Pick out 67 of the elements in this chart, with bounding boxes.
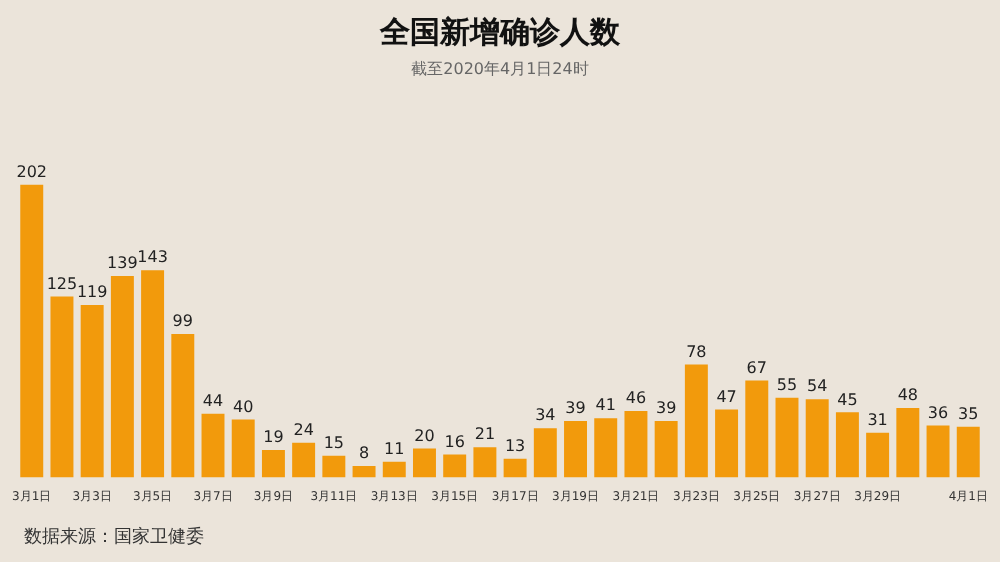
data-label: 20 <box>414 426 435 445</box>
bar <box>80 305 104 478</box>
bar <box>684 364 708 478</box>
data-label: 143 <box>137 248 168 267</box>
bar <box>594 418 618 478</box>
bar <box>20 184 44 478</box>
data-label: 40 <box>233 397 254 416</box>
bar <box>110 276 134 478</box>
data-label: 125 <box>46 274 78 293</box>
bar <box>382 461 406 478</box>
data-label: 78 <box>686 342 707 361</box>
data-label: 24 <box>293 420 314 439</box>
bar <box>775 397 799 478</box>
data-label: 21 <box>474 425 496 444</box>
bar <box>715 409 739 478</box>
data-label: 47 <box>716 387 737 406</box>
chart-subtitle: 截至2020年4月1日24时 <box>411 59 589 78</box>
chart-title: 全国新增确诊人数 <box>378 13 622 50</box>
data-label: 45 <box>837 390 858 409</box>
bar <box>926 425 950 478</box>
data-label: 41 <box>595 396 616 415</box>
data-label: 8 <box>358 444 370 463</box>
data-label: 48 <box>897 386 919 405</box>
data-label: 202 <box>16 162 48 181</box>
data-label: 46 <box>625 389 647 408</box>
bar <box>231 419 255 478</box>
bar <box>473 447 497 478</box>
bar <box>201 413 225 478</box>
data-label: 44 <box>202 391 224 410</box>
data-label: 54 <box>807 377 828 396</box>
data-label: 119 <box>76 283 108 302</box>
data-label: 35 <box>958 405 979 424</box>
data-label: 31 <box>867 410 888 429</box>
bar <box>141 270 165 478</box>
data-label: 39 <box>565 399 586 418</box>
data-label: 55 <box>776 376 798 395</box>
bar <box>443 454 467 478</box>
bar <box>171 334 195 478</box>
data-label: 11 <box>384 439 405 458</box>
data-label: 19 <box>263 428 284 447</box>
source-note: 数据来源：国家卫健委 <box>24 524 204 550</box>
bar <box>292 442 316 478</box>
data-label: 16 <box>444 432 465 451</box>
bar <box>956 426 980 478</box>
bar <box>805 399 829 478</box>
bar <box>352 466 376 478</box>
data-label: 15 <box>323 434 345 453</box>
bar <box>50 296 74 478</box>
data-label: 67 <box>746 358 767 377</box>
data-label: 36 <box>927 403 949 422</box>
bar <box>564 421 587 478</box>
bar <box>533 428 557 478</box>
bar <box>503 458 527 478</box>
bar <box>745 380 769 478</box>
data-label: 39 <box>655 399 677 418</box>
data-label: 139 <box>107 254 138 273</box>
data-label: 13 <box>504 436 526 455</box>
data-label: 34 <box>535 406 556 425</box>
bar <box>896 408 920 478</box>
bar <box>261 450 285 478</box>
bar <box>322 455 346 478</box>
bar <box>624 410 648 478</box>
bar <box>413 448 436 478</box>
bar <box>654 421 678 478</box>
bar <box>866 432 890 478</box>
data-label: 99 <box>172 312 193 331</box>
bar <box>835 412 859 478</box>
